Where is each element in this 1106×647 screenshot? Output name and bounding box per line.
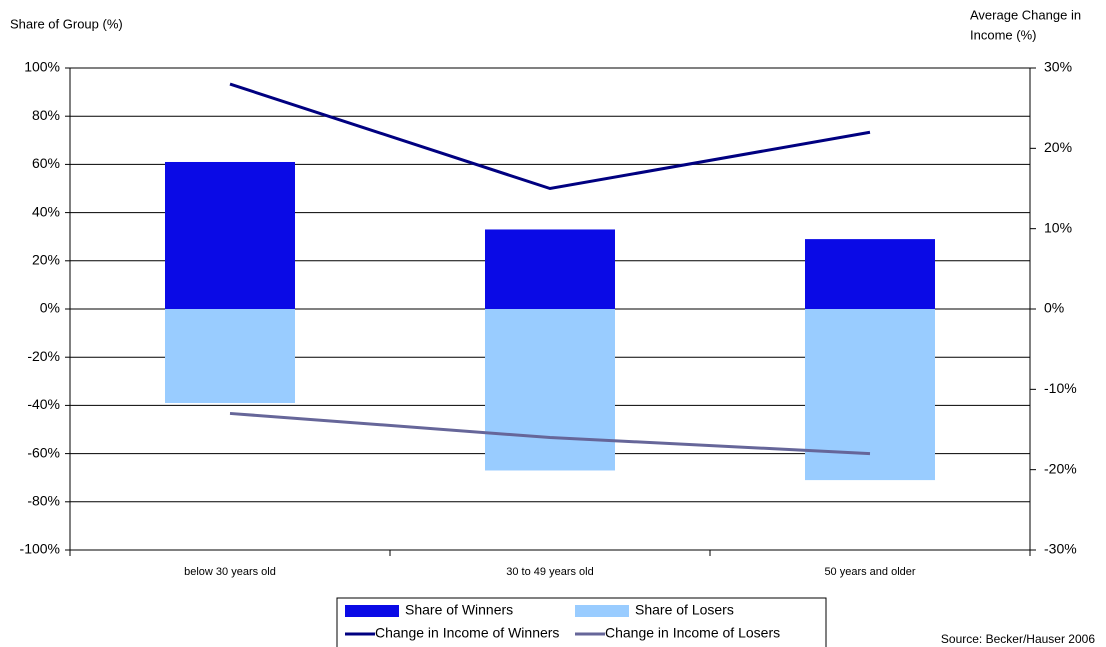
y2-tick-label: 30% bbox=[1044, 59, 1072, 75]
y-tick-label: 60% bbox=[32, 155, 60, 171]
bar bbox=[165, 161, 295, 309]
y-tick-label: -40% bbox=[27, 396, 60, 412]
y-tick-label: 40% bbox=[32, 203, 60, 219]
legend-label: Share of Losers bbox=[635, 602, 734, 618]
source: Source: Becker/Hauser 2006 bbox=[941, 632, 1095, 646]
y-tick-label: 20% bbox=[32, 252, 60, 268]
x-tick-label: below 30 years old bbox=[184, 566, 276, 578]
line bbox=[229, 411, 871, 456]
x-tick-label: 50 years and older bbox=[824, 566, 915, 578]
bar bbox=[485, 229, 615, 309]
legend-label: Change in Income of Losers bbox=[605, 625, 780, 641]
line bbox=[229, 82, 871, 191]
y-tick-label: -80% bbox=[27, 493, 60, 509]
bar bbox=[485, 309, 615, 471]
y2-tick-label: 0% bbox=[1044, 300, 1064, 316]
y-tick-label: -20% bbox=[27, 348, 60, 364]
y2-tick-label: 20% bbox=[1044, 139, 1072, 155]
bar bbox=[805, 309, 935, 481]
y2-axis-title: Average Change in bbox=[970, 7, 1081, 22]
y-tick-label: 0% bbox=[40, 300, 60, 316]
legend-label: Share of Winners bbox=[405, 602, 513, 618]
y2-tick-label: -30% bbox=[1044, 541, 1077, 557]
legend-swatch bbox=[575, 605, 629, 617]
y2-axis-title: Income (%) bbox=[970, 27, 1036, 42]
bar bbox=[805, 239, 935, 309]
y2-tick-label: -20% bbox=[1044, 460, 1077, 476]
bar bbox=[165, 309, 295, 403]
legend-swatch bbox=[345, 605, 399, 617]
y-tick-label: -100% bbox=[20, 541, 60, 557]
y-tick-label: 80% bbox=[32, 107, 60, 123]
legend-label: Change in Income of Winners bbox=[375, 625, 559, 641]
x-tick-label: 30 to 49 years old bbox=[506, 566, 593, 578]
y-tick-label: -60% bbox=[27, 444, 60, 460]
y-tick-label: 100% bbox=[24, 59, 60, 75]
y-axis-title: Share of Group (%) bbox=[10, 16, 123, 31]
y2-tick-label: 10% bbox=[1044, 219, 1072, 235]
y2-tick-label: -10% bbox=[1044, 380, 1077, 396]
